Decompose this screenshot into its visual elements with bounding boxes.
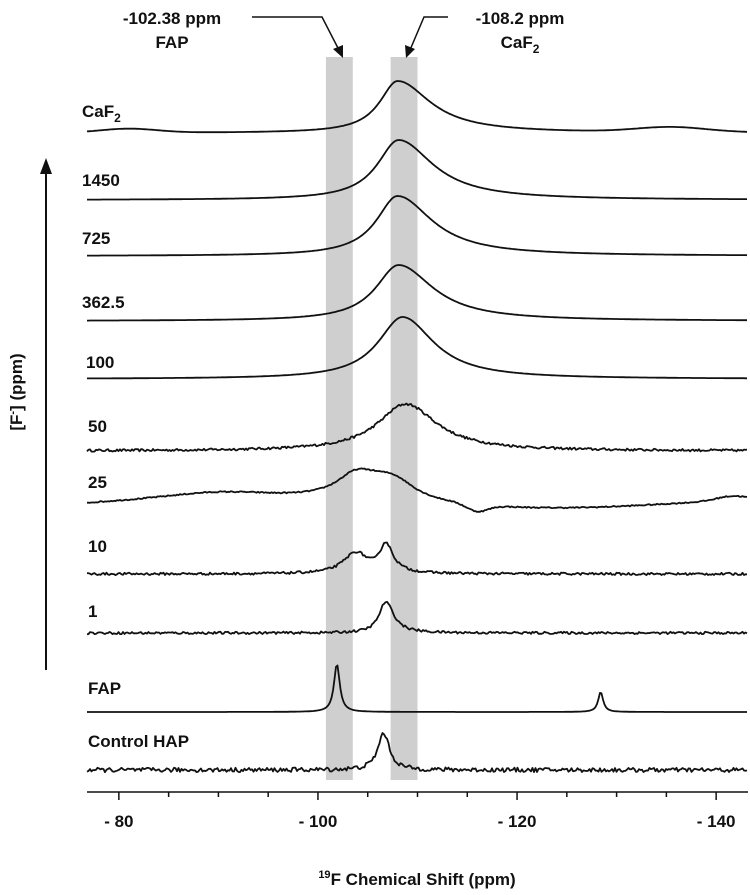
x-ticks: - 80 - 100 - 120 - 140 <box>104 812 735 831</box>
x-tick-label: - 140 <box>697 812 736 831</box>
x-axis <box>87 791 748 800</box>
spectrum-trace-9 <box>87 664 747 713</box>
series-label-9: FAP <box>88 679 121 698</box>
series-label-10: Control HAP <box>88 732 189 751</box>
spectrum-trace-4 <box>87 316 747 380</box>
spectrum-trace-10 <box>86 732 748 774</box>
svg-text:FAP: FAP <box>155 33 188 52</box>
band-label-caf2: -108.2 ppm CaF2 <box>405 9 564 58</box>
series-label-3: 362.5 <box>82 293 125 312</box>
spectra-traces <box>86 80 748 774</box>
series-label-2: 725 <box>82 229 110 248</box>
series-label-5: 50 <box>88 417 107 436</box>
x-tick-label: - 100 <box>299 812 338 831</box>
reference-band-1 <box>390 57 418 780</box>
series-label-0: CaF2 <box>82 102 121 125</box>
series-label-1: 1450 <box>82 171 120 190</box>
spectrum-trace-6 <box>87 467 748 513</box>
y-axis-label: [F-] (ppm) <box>7 353 26 430</box>
x-axis-label: 19F Chemical Shift (ppm) <box>318 869 515 889</box>
series-label-6: 25 <box>88 473 107 492</box>
spectrum-trace-3 <box>87 264 747 322</box>
series-label-4: 100 <box>86 353 114 372</box>
svg-text:-108.2 ppm: -108.2 ppm <box>476 9 565 28</box>
spectrum-trace-5 <box>86 402 748 453</box>
reference-band-0 <box>325 57 353 780</box>
x-tick-label: - 120 <box>498 812 537 831</box>
spectrum-trace-8 <box>86 600 748 636</box>
band-label-fap: -102.38 ppm FAP <box>123 9 343 58</box>
x-tick-label: - 80 <box>104 812 133 831</box>
series-label-8: 1 <box>88 602 97 621</box>
concentration-arrow <box>40 158 52 670</box>
reference-bands <box>325 57 418 780</box>
spectrum-trace-1 <box>87 139 747 201</box>
spectrum-trace-2 <box>87 195 748 257</box>
svg-text:CaF2: CaF2 <box>501 33 540 56</box>
series-labels: CaF2 1450 725 362.5 100 50 25 10 1 FAP Control HAP <box>82 102 189 751</box>
series-label-7: 10 <box>88 537 107 556</box>
spectrum-trace-0 <box>86 80 747 134</box>
svg-text:-102.38 ppm: -102.38 ppm <box>123 9 221 28</box>
spectrum-trace-7 <box>86 541 747 576</box>
